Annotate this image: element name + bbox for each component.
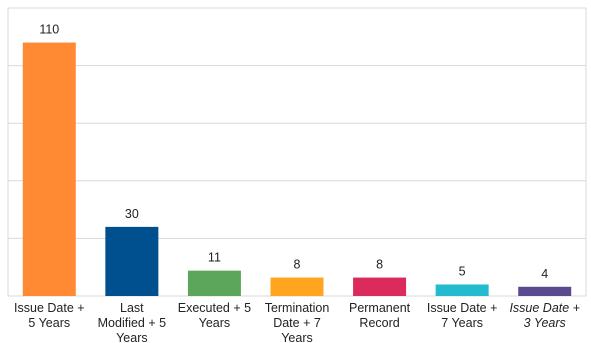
x-tick-label-line: Termination <box>265 301 330 315</box>
x-tick-label-line: Issue Date + <box>509 301 580 315</box>
data-label: 5 <box>459 264 466 278</box>
data-label: 30 <box>125 207 139 221</box>
x-tick-label: Issue Date +3 Years <box>509 301 580 330</box>
x-tick-label: Permanent Record <box>349 301 411 330</box>
data-label: 4 <box>541 267 548 281</box>
x-tick-label-line: 7 Years <box>441 316 483 330</box>
gridlines <box>8 7 586 297</box>
bar <box>353 277 407 296</box>
bar <box>187 270 241 296</box>
bars <box>22 42 572 297</box>
x-tick-label-line: Issue Date + <box>14 301 85 315</box>
x-tick-label-line: Years <box>281 331 313 343</box>
x-tick-label-line: 3 Years <box>524 316 566 330</box>
x-tick-label-line: Modified + 5 <box>98 316 166 330</box>
bar <box>270 277 324 296</box>
data-label: 110 <box>39 23 59 37</box>
data-labels: 110 30 11 8 8 5 4 <box>39 23 548 281</box>
x-tick-label-line: Issue Date + <box>427 301 498 315</box>
data-label: 8 <box>294 258 301 272</box>
x-tick-label-line: Years <box>199 316 231 330</box>
x-tick-label-line: Permanent <box>349 301 411 315</box>
x-tick-label: Executed + 5 Years <box>178 301 251 330</box>
data-label: 11 <box>208 251 221 265</box>
x-tick-label-line: Date + 7 <box>273 316 321 330</box>
x-tick-label-line: Record <box>359 316 399 330</box>
bar <box>22 42 76 297</box>
x-tick-label-line: Executed + 5 <box>178 301 251 315</box>
x-tick-label-line: 5 Years <box>28 316 70 330</box>
x-tick-label: Last Modified + 5 Years <box>98 301 166 343</box>
x-tick-label: Issue Date +5 Years <box>14 301 85 330</box>
x-tick-label: Termination Date + 7 Years <box>265 301 330 343</box>
data-label: 8 <box>376 258 383 272</box>
bar <box>435 284 489 296</box>
bar <box>105 226 159 296</box>
x-tick-label: Issue Date +7 Years <box>427 301 498 330</box>
bar <box>518 286 572 296</box>
x-tick-label-line: Last <box>120 301 144 315</box>
x-tick-label-line: Years <box>116 331 148 343</box>
